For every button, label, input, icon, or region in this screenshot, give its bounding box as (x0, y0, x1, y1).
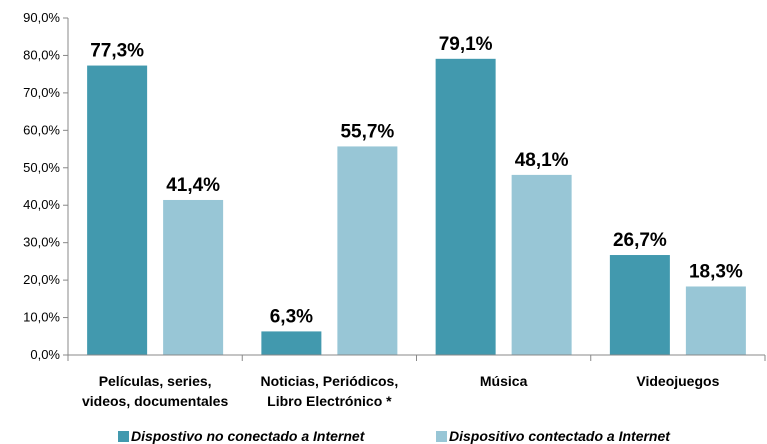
y-tick-label: 60,0% (23, 122, 60, 137)
x-category-label: videos, documentales (82, 393, 228, 409)
legend-swatch-no-conectado (118, 431, 129, 442)
bar-no-conectado (609, 255, 670, 355)
data-label: 77,3% (90, 41, 144, 62)
x-category-label: Videojuegos (636, 373, 719, 389)
data-label: 55,7% (340, 121, 394, 142)
bars: 77,3% 41,4% 6,3% 55,7% 79,1% 48,1% 26,7% 18,3% (87, 34, 746, 355)
x-category-label: Libro Electrónico * (267, 393, 392, 409)
legend-swatch-conectado (436, 431, 447, 442)
legend-label-no-conectado: Dispostivo no conectado a Internet (131, 428, 366, 444)
bar-conectado (685, 286, 746, 355)
x-axis: Películas, series, videos, documentales No… (67, 354, 766, 409)
y-tick-label: 50,0% (23, 160, 60, 175)
bar-no-conectado (261, 331, 322, 355)
x-category-label: Películas, series, (99, 373, 212, 389)
data-label: 48,1% (515, 150, 569, 171)
y-tick-label: 30,0% (23, 235, 60, 250)
y-tick-label: 90,0% (23, 10, 60, 25)
y-tick-label: 80,0% (23, 47, 60, 62)
bar-conectado (337, 146, 398, 355)
data-label: 41,4% (166, 175, 220, 196)
y-tick-label: 40,0% (23, 197, 60, 212)
data-label: 18,3% (689, 261, 743, 282)
legend: Dispostivo no conectado a Internet Dispo… (118, 428, 671, 444)
y-tick-label: 0,0% (30, 347, 60, 362)
x-category-label: Noticias, Periódicos, (261, 373, 399, 389)
bar-conectado (163, 199, 224, 355)
bar-no-conectado (87, 65, 148, 355)
data-label: 6,3% (270, 306, 313, 327)
bar-conectado (511, 174, 572, 355)
data-label: 26,7% (613, 230, 667, 251)
legend-label-conectado: Dispositivo contectado a Internet (449, 428, 671, 444)
y-tick-label: 70,0% (23, 85, 60, 100)
y-tick-label: 10,0% (23, 310, 60, 325)
y-tick-label: 20,0% (23, 272, 60, 287)
data-label: 79,1% (439, 34, 493, 55)
x-category-label: Música (480, 373, 528, 389)
y-axis: 0,0% 10,0% 20,0% 30,0% 40,0% 50,0% 60,0% 70,0% 8… (23, 10, 69, 362)
bar-no-conectado (435, 58, 496, 355)
